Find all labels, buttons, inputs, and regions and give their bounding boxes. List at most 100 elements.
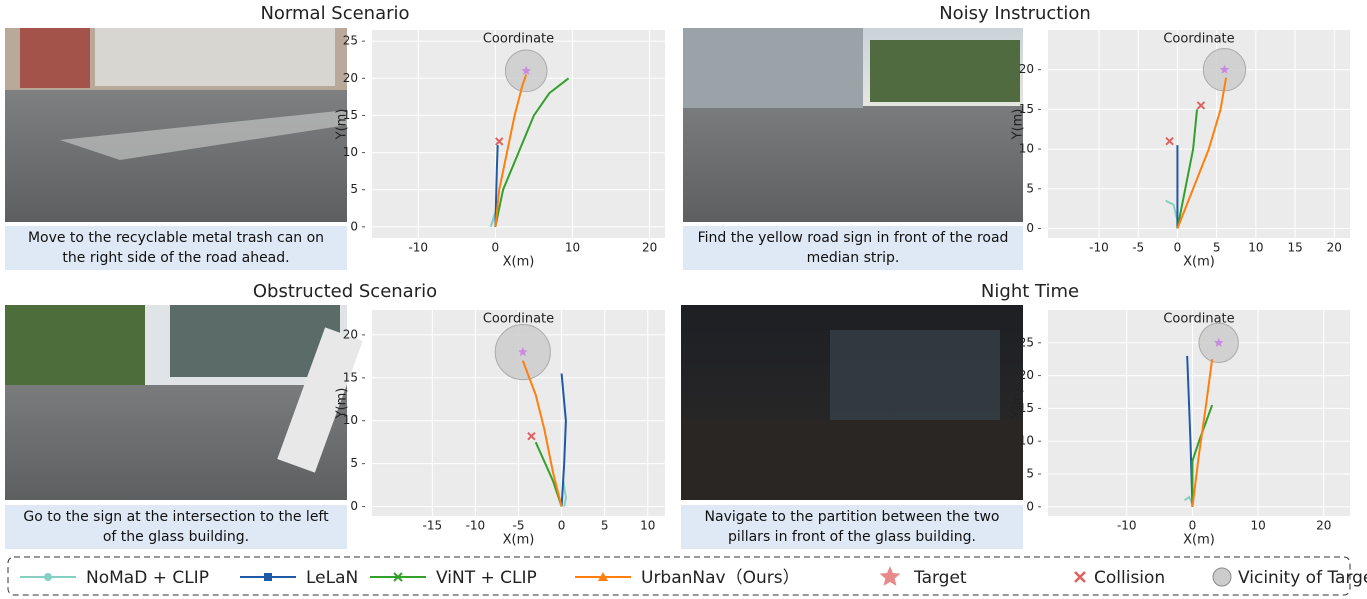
chart-title: Coordinate	[483, 312, 554, 327]
y-tick-label: 5	[350, 182, 358, 196]
y-axis-label: Y(m)	[1011, 109, 1026, 141]
legend-label: Target	[913, 568, 967, 588]
x-tick-label: 10	[565, 241, 580, 255]
target-marker	[521, 65, 531, 75]
y-tick-label: 10	[343, 413, 358, 427]
caption: Navigate to the partition between the tw…	[681, 505, 1023, 549]
x-tick-label: -15	[423, 519, 443, 533]
y-tick-label: 15	[1019, 102, 1034, 116]
y-tick-label: 15	[343, 370, 358, 384]
x-tick-label: -10	[466, 519, 486, 533]
plot-area	[1048, 30, 1350, 238]
x-tick-label: 20	[642, 241, 657, 255]
legend-marker	[1212, 567, 1232, 587]
x-axis-label: X(m)	[503, 533, 535, 548]
collision-marker	[495, 137, 504, 146]
x-tick-label: 5	[1213, 241, 1221, 255]
y-tick-label: 5	[1026, 181, 1034, 195]
x-tick-label: -5	[1132, 241, 1144, 255]
y-tick-label: 0	[350, 499, 358, 513]
collision-marker	[527, 431, 536, 441]
legend-marker	[879, 566, 901, 586]
y-tick-label: 5	[350, 456, 358, 470]
collision-marker	[1196, 101, 1206, 110]
panel-title: Obstructed Scenario	[253, 281, 437, 302]
legend-label: Collision	[1094, 568, 1165, 588]
x-tick-label: 0	[1189, 519, 1197, 533]
y-tick-label: 5	[1026, 467, 1034, 481]
x-tick-label: 10	[1250, 519, 1265, 533]
trajectory	[1176, 109, 1199, 229]
y-axis-label: Y(m)	[1011, 388, 1026, 420]
y-tick-label: 25	[1019, 335, 1034, 349]
x-tick-label: -5	[513, 519, 525, 533]
x-tick-label: 0	[1174, 241, 1182, 255]
x-tick-label: 5	[601, 519, 609, 533]
target-marker	[1219, 64, 1230, 74]
legend-label: LeLaN	[306, 568, 358, 588]
caption: Go to the sign at the intersection to th…	[5, 505, 347, 549]
legend-marker	[264, 573, 272, 581]
legend-label: Vicinity of Target	[1238, 568, 1367, 588]
legend-marker	[44, 573, 52, 581]
y-tick-label: 20	[343, 71, 358, 85]
legend-label: ViNT + CLIP	[436, 568, 537, 588]
trajectory	[521, 360, 563, 507]
x-tick-label: 0	[558, 519, 566, 533]
x-tick-label: 10	[1248, 241, 1263, 255]
panel-title: Night Time	[981, 281, 1079, 302]
chart-title: Coordinate	[1163, 32, 1234, 47]
chart-title: Coordinate	[483, 32, 554, 47]
x-tick-label: 20	[1316, 519, 1331, 533]
photo	[5, 305, 363, 500]
x-tick-label: -10	[1089, 241, 1109, 255]
legend-marker	[393, 572, 403, 582]
y-tick-label: 15	[343, 108, 358, 122]
y-tick-label: 20	[343, 327, 358, 341]
caption: Find the yellow road sign in front of th…	[683, 226, 1023, 270]
panel-title: Noisy Instruction	[939, 3, 1091, 24]
x-axis-label: X(m)	[503, 255, 535, 270]
trajectory	[494, 145, 499, 227]
x-tick-label: 10	[640, 519, 655, 533]
legend-marker	[1074, 571, 1086, 583]
target-marker	[518, 347, 528, 357]
y-tick-label: 10	[1019, 434, 1034, 448]
legend-marker	[598, 572, 608, 581]
panel-title: Normal Scenario	[260, 3, 409, 24]
y-tick-label: 0	[1026, 221, 1034, 235]
y-tick-label: 10	[343, 145, 358, 159]
photo	[683, 28, 1023, 222]
legend-label: NoMaD + CLIP	[86, 568, 209, 588]
x-tick-label: -10	[1117, 519, 1137, 533]
y-tick-label: 20	[1019, 62, 1034, 76]
trajectory	[1191, 359, 1214, 507]
y-tick-label: 0	[1026, 499, 1034, 513]
photo	[5, 28, 347, 222]
y-tick-label: 20	[1019, 368, 1034, 382]
collision-marker	[1165, 136, 1174, 146]
y-tick-label: 25	[343, 34, 358, 48]
trajectory	[494, 77, 570, 228]
y-tick-label: 15	[1019, 401, 1034, 415]
legend-label: UrbanNav（Ours）	[641, 568, 800, 588]
legend-box	[7, 556, 1351, 596]
trajectory	[489, 211, 497, 228]
caption: Move to the recyclable metal trash can o…	[5, 226, 347, 270]
x-tick-label: 0	[492, 241, 500, 255]
trajectory	[1191, 404, 1214, 507]
y-tick-label: 0	[350, 219, 358, 233]
target-marker	[1213, 337, 1224, 347]
trajectory	[494, 74, 528, 227]
x-tick-label: 20	[1327, 241, 1342, 255]
y-axis-label: Y(m)	[335, 109, 350, 141]
x-axis-label: X(m)	[1183, 255, 1215, 270]
trajectory	[562, 480, 567, 507]
photo	[681, 305, 1023, 500]
x-tick-label: -10	[408, 241, 428, 255]
y-tick-label: 10	[1019, 142, 1034, 156]
trajectory	[560, 373, 567, 507]
trajectory	[1176, 77, 1228, 229]
